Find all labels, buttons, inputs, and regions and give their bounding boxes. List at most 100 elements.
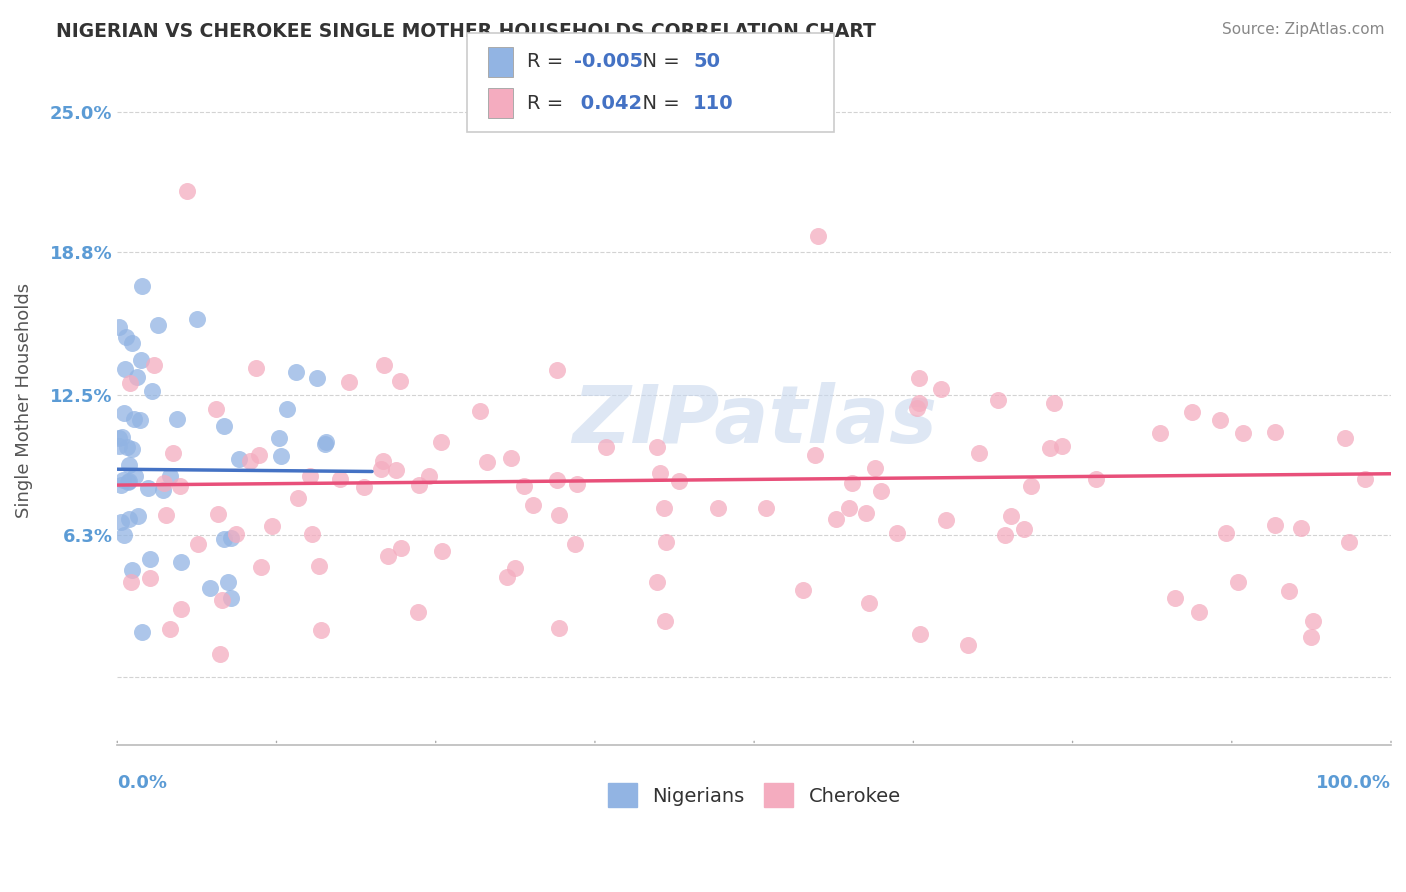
Point	[141, 384, 163, 398]
Text: -0.005: -0.005	[574, 53, 643, 71]
Y-axis label: Single Mother Households: Single Mother Households	[15, 283, 32, 517]
Point	[910, 627, 932, 641]
Point	[115, 330, 138, 344]
Point	[418, 469, 440, 483]
Point	[187, 537, 209, 551]
Point	[299, 469, 322, 483]
Point	[564, 537, 586, 551]
Point	[239, 453, 262, 467]
Point	[565, 477, 588, 491]
Point	[1215, 525, 1237, 540]
Point	[211, 593, 233, 607]
Point	[276, 402, 298, 417]
Point	[110, 516, 132, 530]
Point	[1019, 479, 1042, 493]
Point	[385, 463, 408, 477]
Point	[121, 563, 143, 577]
Point	[127, 508, 149, 523]
Point	[905, 401, 928, 415]
Point	[1012, 522, 1035, 536]
Point	[121, 442, 143, 456]
Point	[654, 535, 676, 549]
Point	[112, 406, 135, 420]
Point	[122, 412, 145, 426]
Point	[648, 467, 671, 481]
Point	[869, 483, 891, 498]
Point	[114, 362, 136, 376]
Point	[267, 431, 290, 445]
Point	[170, 602, 193, 616]
Point	[645, 575, 668, 590]
Text: 100.0%: 100.0%	[1316, 774, 1391, 792]
Point	[967, 446, 990, 460]
Point	[406, 605, 429, 619]
Point	[1278, 584, 1301, 599]
Point	[339, 375, 361, 389]
Point	[118, 512, 141, 526]
Point	[803, 448, 825, 462]
Point	[217, 575, 239, 590]
Point	[1187, 605, 1209, 619]
Text: Source: ZipAtlas.com: Source: ZipAtlas.com	[1222, 22, 1385, 37]
Point	[495, 569, 517, 583]
Point	[107, 439, 129, 453]
Point	[308, 558, 330, 573]
Point	[221, 591, 243, 606]
Point	[159, 622, 181, 636]
Point	[430, 544, 453, 558]
Point	[117, 475, 139, 490]
Point	[115, 440, 138, 454]
Point	[212, 532, 235, 546]
Point	[546, 473, 568, 487]
Point	[247, 448, 270, 462]
Point	[1264, 517, 1286, 532]
Point	[408, 478, 430, 492]
Point	[120, 575, 142, 590]
Text: N =: N =	[630, 94, 686, 112]
Point	[1333, 431, 1355, 445]
Point	[142, 358, 165, 372]
Point	[1232, 425, 1254, 440]
Point	[1264, 425, 1286, 439]
Point	[841, 476, 863, 491]
Text: N =: N =	[630, 53, 686, 71]
Point	[311, 623, 333, 637]
Point	[108, 319, 131, 334]
Point	[377, 549, 399, 564]
Point	[129, 413, 152, 427]
Point	[205, 401, 228, 416]
Point	[139, 552, 162, 566]
Point	[755, 501, 778, 516]
Point	[429, 434, 451, 449]
Point	[654, 614, 676, 628]
Point	[170, 554, 193, 568]
Text: ZIPatlas: ZIPatlas	[572, 382, 936, 460]
Point	[207, 508, 229, 522]
Point	[807, 229, 830, 244]
Point	[1337, 534, 1360, 549]
Point	[245, 361, 267, 376]
Point	[127, 369, 149, 384]
Point	[373, 358, 395, 372]
Point	[935, 513, 957, 527]
Point	[212, 419, 235, 434]
Point	[138, 481, 160, 495]
Point	[162, 446, 184, 460]
Point	[1289, 521, 1312, 535]
Point	[110, 477, 132, 491]
Point	[198, 581, 221, 595]
Point	[329, 472, 352, 486]
Point	[186, 312, 208, 326]
Point	[159, 469, 181, 483]
Point	[219, 531, 242, 545]
Point	[863, 461, 886, 475]
Point	[152, 483, 174, 498]
Point	[654, 500, 676, 515]
Point	[314, 437, 336, 451]
Point	[112, 473, 135, 487]
Point	[209, 647, 232, 661]
Point	[228, 452, 250, 467]
Point	[858, 596, 880, 610]
Point	[131, 352, 153, 367]
Point	[824, 512, 846, 526]
